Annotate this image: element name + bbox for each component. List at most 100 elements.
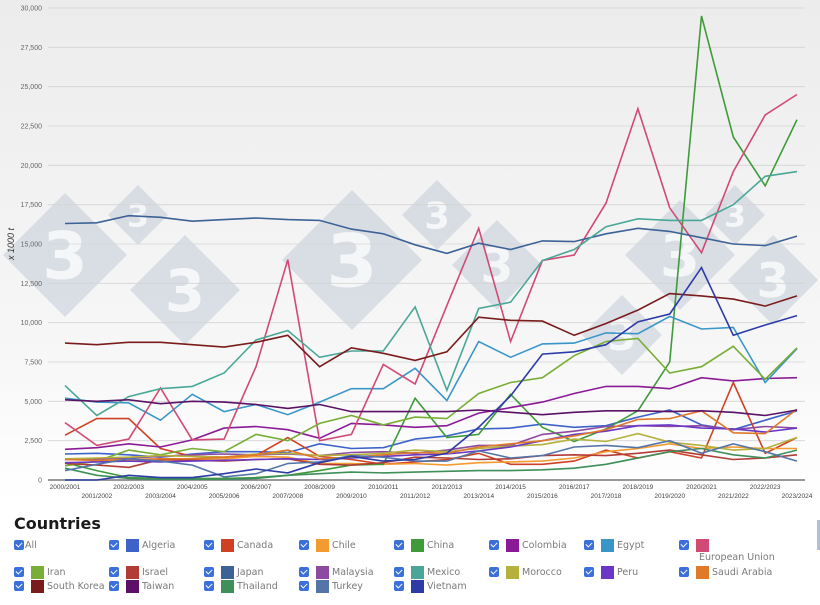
legend-item-israel[interactable]: Israel: [109, 565, 168, 579]
legend-item-all[interactable]: All: [14, 538, 37, 552]
y-tick-label: 30,000: [21, 6, 43, 13]
y-tick-label: 22,500: [21, 124, 43, 131]
legend-label: All: [25, 539, 37, 551]
legend-label: Turkey: [332, 580, 363, 592]
checkbox-peru[interactable]: [584, 567, 594, 577]
legend-item-south-korea[interactable]: South Korea: [14, 579, 105, 593]
x-tick-label: 2020/2021: [686, 484, 717, 491]
checkbox-mexico[interactable]: [394, 567, 404, 577]
checkbox-israel[interactable]: [109, 567, 119, 577]
legend-item-turkey[interactable]: Turkey: [299, 579, 363, 593]
legend-item-vietnam[interactable]: Vietnam: [394, 579, 467, 593]
series-line-turkey[interactable]: [64, 439, 798, 478]
checkbox-canada[interactable]: [204, 540, 214, 550]
checkbox-saudi-arabia[interactable]: [679, 567, 689, 577]
legend-label: Egypt: [617, 539, 645, 551]
y-tick-label: 5,000: [24, 399, 42, 406]
legend-item-canada[interactable]: Canada: [204, 538, 273, 552]
checkbox-algeria[interactable]: [109, 540, 119, 550]
legend-label: Peru: [617, 566, 639, 578]
series-line-saudi-arabia[interactable]: [64, 408, 798, 462]
x-tick-label: 2011/2012: [400, 493, 431, 500]
x-tick-label: 2003/2004: [145, 493, 176, 500]
x-tick-label: 2010/2011: [368, 484, 399, 491]
checkbox-taiwan[interactable]: [109, 581, 119, 591]
legend-item-algeria[interactable]: Algeria: [109, 538, 175, 552]
checkbox-japan[interactable]: [204, 567, 214, 577]
checkbox-thailand[interactable]: [204, 581, 214, 591]
y-tick-label: 27,500: [21, 45, 43, 52]
legend-item-china[interactable]: China: [394, 538, 454, 552]
scrollbar[interactable]: [817, 520, 820, 550]
y-tick-label: 20,000: [21, 163, 43, 170]
checkbox-vietnam[interactable]: [394, 581, 404, 591]
watermark-glyph: 3: [326, 220, 377, 305]
legend-item-egypt[interactable]: Egypt: [584, 538, 644, 552]
checkbox-colombia[interactable]: [489, 540, 499, 550]
checkbox-chile[interactable]: [299, 540, 309, 550]
color-swatch: [411, 579, 424, 593]
x-tick-label: 2013/2014: [463, 493, 494, 500]
y-tick-label: 0: [38, 478, 42, 485]
checkbox-european-union[interactable]: [679, 540, 689, 550]
legend-item-chile[interactable]: Chile: [299, 538, 356, 552]
x-tick-label: 2014/2015: [495, 484, 526, 491]
checkbox-south-korea[interactable]: [14, 581, 24, 591]
series-line-vietnam[interactable]: [65, 265, 798, 481]
series-line-taiwan[interactable]: [64, 398, 798, 417]
x-tick-label: 2015/2016: [527, 493, 558, 500]
series-line-egypt[interactable]: [64, 315, 798, 422]
watermark-diamond: [282, 190, 422, 330]
legend-item-mexico[interactable]: Mexico: [394, 565, 460, 579]
legend-item-malaysia[interactable]: Malaysia: [299, 565, 374, 579]
watermark-diamond: [130, 235, 240, 345]
color-swatch: [506, 538, 519, 552]
color-swatch: [411, 538, 424, 552]
x-tick-label: 2012/2013: [432, 484, 463, 491]
watermark-diamond: [3, 193, 127, 317]
series-line-colombia[interactable]: [64, 376, 798, 451]
series-line-japan[interactable]: [64, 214, 798, 255]
legend-item-taiwan[interactable]: Taiwan: [109, 579, 174, 593]
series-line-iran[interactable]: [64, 337, 798, 467]
checkbox-all[interactable]: [14, 540, 24, 550]
color-swatch: [221, 579, 234, 593]
color-swatch: [316, 565, 329, 579]
y-tick-label: 25,000: [21, 84, 43, 91]
y-tick-label: 15,000: [21, 242, 43, 249]
legend-item-european-union[interactable]: [679, 538, 712, 552]
legend-label: Saudi Arabia: [712, 566, 773, 578]
chart-area: 3 3 3 3 3 3 3 3 3 3 0 2,500 5,000 7,500 10,000 12,500 15…: [0, 0, 820, 505]
checkbox-morocco[interactable]: [489, 567, 499, 577]
series-line-thailand[interactable]: [64, 447, 798, 481]
color-swatch: [126, 579, 139, 593]
checkbox-malaysia[interactable]: [299, 567, 309, 577]
legend-panel: Countries All Algeria Canada Chile China Colo…: [0, 505, 820, 605]
legend-item-japan[interactable]: Japan: [204, 565, 264, 579]
legend-item-morocco[interactable]: Morocco: [489, 565, 562, 579]
color-swatch: [601, 538, 614, 552]
series-line-south-korea[interactable]: [64, 292, 798, 368]
legend-item-saudi-arabia[interactable]: Saudi Arabia: [679, 565, 772, 579]
legend-item-iran[interactable]: Iran: [14, 565, 66, 579]
legend-label: Morocco: [522, 566, 562, 578]
x-tick-label: 2000/2001: [50, 484, 81, 491]
series-line-mexico[interactable]: [64, 170, 798, 417]
checkbox-egypt[interactable]: [584, 540, 594, 550]
checkbox-turkey[interactable]: [299, 581, 309, 591]
color-swatch: [601, 565, 614, 579]
legend-item-peru[interactable]: Peru: [584, 565, 638, 579]
y-tick-label: 2,500: [24, 438, 42, 445]
legend-label: Taiwan: [142, 580, 175, 592]
series-line-european-union[interactable]: [64, 93, 798, 447]
checkbox-iran[interactable]: [14, 567, 24, 577]
x-tick-label: 2008/2009: [304, 484, 335, 491]
checkbox-china[interactable]: [394, 540, 404, 550]
legend-item-colombia[interactable]: Colombia: [489, 538, 567, 552]
legend-item-thailand[interactable]: Thailand: [204, 579, 278, 593]
color-swatch: [316, 538, 329, 552]
x-tick-label: 2019/2020: [654, 493, 685, 500]
series-line-peru[interactable]: [64, 424, 798, 464]
x-tick-label: 2001/2002: [81, 493, 112, 500]
watermark-diamond: [705, 185, 765, 245]
